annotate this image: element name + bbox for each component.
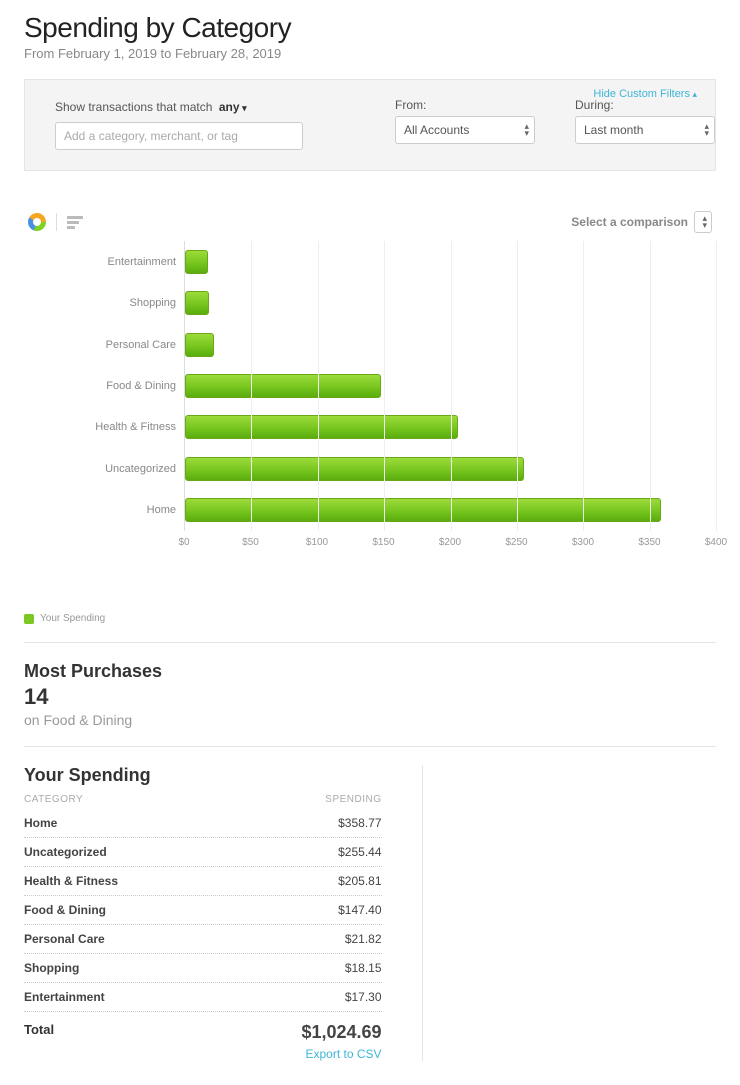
most-purchases-title: Most Purchases — [24, 661, 716, 682]
table-row: Food & Dining $147.40 — [24, 896, 382, 925]
row-category: Home — [24, 816, 57, 830]
chart-y-label: Shopping — [24, 282, 184, 323]
col-category: CATEGORY — [24, 794, 83, 805]
chart-y-label: Uncategorized — [24, 448, 184, 489]
spending-title: Your Spending — [24, 765, 382, 786]
legend-label: Your Spending — [40, 613, 105, 624]
row-value: $205.81 — [338, 874, 381, 888]
spending-table: Your Spending CATEGORY SPENDING Home $358… — [24, 765, 412, 1061]
chart-y-label: Entertainment — [24, 241, 184, 282]
bar-chart-icon[interactable] — [67, 216, 83, 229]
match-mode-toggle[interactable]: any — [219, 100, 247, 114]
match-prefix: Show transactions that match — [55, 100, 212, 114]
table-row: Uncategorized $255.44 — [24, 838, 382, 867]
select-arrows-icon: ▴▾ — [702, 215, 707, 229]
chart-y-label: Personal Care — [24, 324, 184, 365]
compare-label: Select a comparison — [571, 215, 688, 229]
from-label: From: — [395, 98, 535, 112]
row-value: $358.77 — [338, 816, 381, 830]
chart-bar[interactable] — [185, 498, 661, 522]
chart-x-tick: $200 — [439, 537, 461, 548]
table-row: Home $358.77 — [24, 809, 382, 838]
chart-x-tick: $100 — [306, 537, 328, 548]
row-category: Shopping — [24, 961, 79, 975]
most-purchases-section: Most Purchases 14 on Food & Dining — [24, 661, 716, 728]
total-value: $1,024.69 — [301, 1022, 381, 1043]
donut-chart-icon[interactable] — [28, 213, 46, 231]
table-row: Personal Care $21.82 — [24, 925, 382, 954]
page-title: Spending by Category — [24, 12, 716, 44]
legend-swatch — [24, 614, 34, 624]
table-row: Entertainment $17.30 — [24, 983, 382, 1012]
during-select[interactable]: Last month — [575, 116, 715, 144]
chart-x-tick: $150 — [372, 537, 394, 548]
row-category: Personal Care — [24, 932, 105, 946]
chart-y-label: Health & Fitness — [24, 407, 184, 448]
row-value: $255.44 — [338, 845, 381, 859]
export-csv-link[interactable]: Export to CSV — [24, 1047, 382, 1061]
total-label: Total — [24, 1022, 54, 1043]
divider — [56, 213, 57, 231]
row-value: $17.30 — [345, 990, 382, 1004]
row-value: $21.82 — [345, 932, 382, 946]
row-value: $147.40 — [338, 903, 381, 917]
chart-x-tick: $300 — [572, 537, 594, 548]
chart-bar[interactable] — [185, 250, 208, 274]
chart-bar[interactable] — [185, 457, 524, 481]
row-category: Entertainment — [24, 990, 105, 1004]
hide-filters-link[interactable]: Hide Custom Filters — [593, 88, 697, 100]
chart-bar[interactable] — [185, 415, 458, 439]
tag-input[interactable] — [55, 122, 303, 150]
most-purchases-category: on Food & Dining — [24, 712, 716, 728]
chart-x-tick: $400 — [705, 537, 727, 548]
chart-x-tick: $0 — [178, 537, 189, 548]
divider — [422, 765, 423, 1061]
chart-bar[interactable] — [185, 374, 381, 398]
chart-x-tick: $50 — [242, 537, 259, 548]
chart-x-tick: $250 — [505, 537, 527, 548]
chart-x-tick: $350 — [638, 537, 660, 548]
chart-bar[interactable] — [185, 291, 209, 315]
row-category: Food & Dining — [24, 903, 106, 917]
filter-panel: Hide Custom Filters Show transactions th… — [24, 79, 716, 171]
row-category: Uncategorized — [24, 845, 107, 859]
row-category: Health & Fitness — [24, 874, 118, 888]
chart-section: Select a comparison ▴▾ EntertainmentShop… — [24, 211, 716, 624]
during-label: During: — [575, 98, 715, 112]
chart-y-label: Food & Dining — [24, 365, 184, 406]
table-row: Shopping $18.15 — [24, 954, 382, 983]
chart-bar[interactable] — [185, 333, 214, 357]
col-spending: SPENDING — [325, 794, 381, 805]
compare-select[interactable]: ▴▾ — [694, 211, 712, 233]
chart-y-label: Home — [24, 490, 184, 531]
date-range: From February 1, 2019 to February 28, 20… — [24, 46, 716, 61]
most-purchases-count: 14 — [24, 684, 716, 710]
row-value: $18.15 — [345, 961, 382, 975]
from-select[interactable]: All Accounts — [395, 116, 535, 144]
table-row: Health & Fitness $205.81 — [24, 867, 382, 896]
